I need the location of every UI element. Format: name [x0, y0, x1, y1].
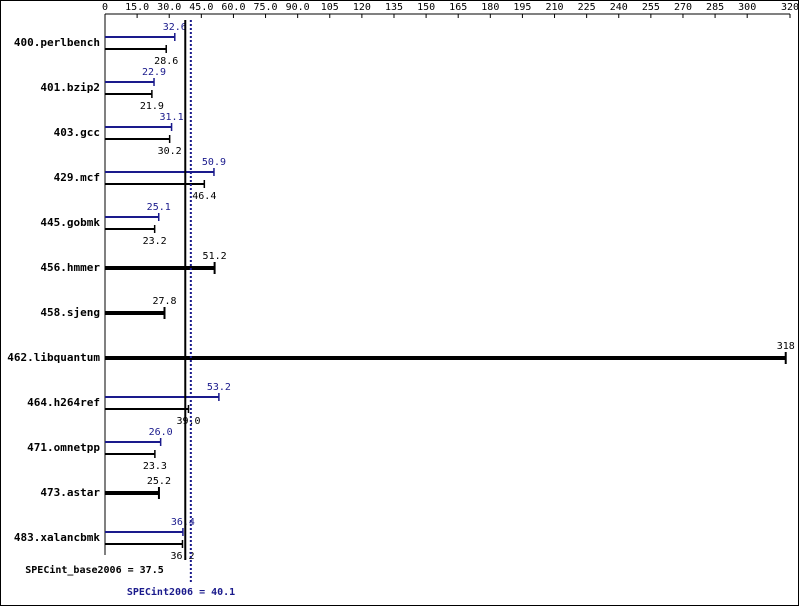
x-tick-label: 285: [706, 2, 724, 13]
bar: [105, 396, 219, 398]
x-tick-label: 320: [781, 2, 799, 13]
value-label: 23.2: [143, 236, 167, 247]
bar: [105, 356, 786, 360]
reference-label: SPECint_base2006 = 37.5: [25, 564, 163, 576]
bar: [105, 408, 189, 410]
x-tick-label: 180: [481, 2, 499, 13]
bar: [105, 48, 167, 50]
value-label: 36.4: [171, 517, 195, 528]
x-tick-label: 195: [513, 2, 531, 13]
value-label: 53.2: [207, 382, 231, 393]
value-label: 26.0: [149, 427, 173, 438]
value-label: 31.1: [160, 112, 184, 123]
value-label: 36.2: [170, 551, 194, 562]
value-label: 46.4: [192, 191, 216, 202]
value-label: 318: [777, 341, 795, 352]
value-label: 28.6: [154, 56, 178, 67]
x-tick-label: 150: [417, 2, 435, 13]
x-tick-label: 225: [578, 2, 596, 13]
x-tick-label: 45.0: [189, 2, 213, 13]
value-label: 25.2: [147, 476, 171, 487]
category-label: 473.astar: [40, 486, 100, 499]
category-label: 456.hmmer: [40, 261, 100, 274]
value-label: 51.2: [203, 251, 227, 262]
reference-label: SPECint2006 = 40.1: [127, 586, 235, 598]
bar: [105, 93, 152, 95]
x-tick-label: 255: [642, 2, 660, 13]
x-tick-label: 210: [546, 2, 564, 13]
category-label: 462.libquantum: [7, 351, 100, 364]
value-label: 22.9: [142, 67, 166, 78]
bar: [105, 216, 159, 218]
value-label: 27.8: [152, 296, 176, 307]
x-tick-label: 30.0: [157, 2, 181, 13]
value-label: 50.9: [202, 157, 226, 168]
bar: [105, 531, 183, 533]
bar: [105, 126, 172, 128]
category-label: 403.gcc: [54, 126, 100, 139]
x-tick-label: 120: [353, 2, 371, 13]
bar: [105, 311, 165, 315]
x-tick-label: 75.0: [254, 2, 278, 13]
bar: [105, 543, 183, 545]
category-label: 445.gobmk: [40, 216, 100, 229]
x-tick-label: 0: [102, 2, 108, 13]
category-label: 458.sjeng: [40, 306, 100, 319]
category-label: 464.h264ref: [27, 396, 100, 409]
x-tick-label: 105: [321, 2, 339, 13]
x-tick-label: 60.0: [221, 2, 245, 13]
category-label: 429.mcf: [54, 171, 100, 184]
category-label: 400.perlbench: [14, 36, 100, 49]
x-tick-label: 135: [385, 2, 403, 13]
bar: [105, 36, 175, 38]
x-tick-label: 165: [449, 2, 467, 13]
x-tick-label: 240: [610, 2, 628, 13]
value-label: 23.3: [143, 461, 167, 472]
value-label: 39.0: [176, 416, 200, 427]
category-label: 483.xalancbmk: [14, 531, 100, 544]
category-label: 471.omnetpp: [27, 441, 100, 454]
x-tick-label: 300: [738, 2, 756, 13]
value-label: 32.6: [163, 22, 187, 33]
bar: [105, 453, 155, 455]
bar: [105, 266, 215, 270]
x-tick-label: 90.0: [286, 2, 310, 13]
bar: [105, 183, 205, 185]
bar: [105, 491, 159, 495]
category-label: 401.bzip2: [40, 81, 100, 94]
bar: [105, 441, 161, 443]
value-label: 30.2: [158, 146, 182, 157]
bar: [105, 171, 214, 173]
bar: [105, 138, 170, 140]
x-tick-label: 15.0: [125, 2, 149, 13]
value-label: 25.1: [147, 202, 171, 213]
value-label: 21.9: [140, 101, 164, 112]
bar: [105, 228, 155, 230]
bar: [105, 81, 155, 83]
x-tick-label: 270: [674, 2, 692, 13]
